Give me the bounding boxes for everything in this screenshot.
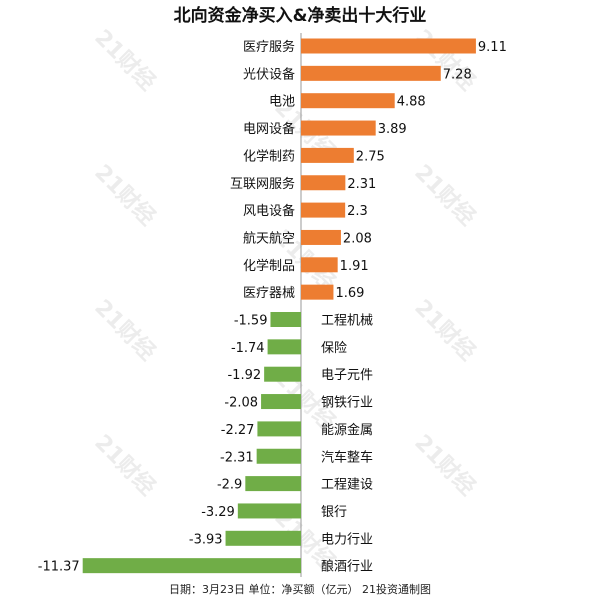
value-label: -1.74 xyxy=(231,341,265,356)
category-label: 医疗器械 xyxy=(243,286,295,301)
value-label: -11.37 xyxy=(38,560,80,575)
bar xyxy=(245,476,301,492)
value-label: 2.3 xyxy=(347,204,368,219)
category-label: 能源金属 xyxy=(321,422,373,438)
watermark-text: 21财经 xyxy=(409,159,480,230)
value-label: -1.92 xyxy=(227,368,261,383)
category-label: 工程建设 xyxy=(321,478,373,493)
category-label: 化学制品 xyxy=(243,258,295,274)
value-label: 9.11 xyxy=(478,40,507,55)
category-label: 钢铁行业 xyxy=(321,396,373,411)
value-label: 7.28 xyxy=(443,67,472,82)
bar xyxy=(301,202,346,218)
bar xyxy=(270,312,301,327)
bar xyxy=(301,175,346,191)
bar xyxy=(256,448,301,464)
value-label: -2.9 xyxy=(217,478,242,493)
category-label: 化学制药 xyxy=(243,148,295,164)
bar xyxy=(301,284,334,300)
bar xyxy=(301,229,341,245)
value-label: -1.59 xyxy=(234,314,268,329)
category-label: 医疗服务 xyxy=(243,39,295,55)
chart-title: 北向资金净买入&净卖出十大行业 xyxy=(174,5,427,26)
watermark-text: 21财经 xyxy=(89,294,160,365)
bar xyxy=(301,65,441,81)
value-label: 2.31 xyxy=(347,177,376,192)
watermark-text: 21财经 xyxy=(89,159,160,230)
category-label: 汽车整车 xyxy=(321,449,373,465)
bar xyxy=(301,120,376,136)
bar xyxy=(225,530,301,546)
bars: 医疗服务 9.11 光伏设备 7.28 电池 4.88 电网设备 3.89 化学制药 2.75 互联… xyxy=(38,38,507,575)
watermark-text: 21财经 xyxy=(89,24,160,95)
watermark-text: 21财经 xyxy=(409,294,480,365)
category-label: 航天航空 xyxy=(243,230,295,246)
value-label: 4.88 xyxy=(397,95,426,110)
category-label: 光伏设备 xyxy=(243,66,295,82)
bar xyxy=(257,421,301,437)
value-label: -3.29 xyxy=(201,505,235,520)
bar xyxy=(301,38,476,54)
bar xyxy=(301,147,354,163)
bar xyxy=(261,394,301,410)
category-label: 互联网服务 xyxy=(230,176,295,192)
category-label: 银行 xyxy=(321,505,347,520)
watermark-text: 21财经 xyxy=(409,429,480,500)
bar xyxy=(301,93,395,109)
watermark-text: 21财经 xyxy=(409,24,480,95)
value-label: 1.91 xyxy=(340,259,369,274)
category-label: 电子元件 xyxy=(321,368,373,383)
category-label: 电池 xyxy=(269,95,295,110)
category-label: 电力行业 xyxy=(321,532,373,547)
value-label: -2.31 xyxy=(220,450,254,465)
category-label: 工程机械 xyxy=(321,314,373,329)
value-label: 1.69 xyxy=(335,286,364,301)
value-label: 2.75 xyxy=(356,149,385,164)
watermark-text: 21财经 xyxy=(89,429,160,500)
value-label: 3.89 xyxy=(378,122,407,137)
bar xyxy=(82,558,301,574)
value-label: 2.08 xyxy=(343,231,372,246)
bar xyxy=(237,503,301,519)
bar xyxy=(301,257,338,273)
bar xyxy=(264,366,301,382)
category-label: 电网设备 xyxy=(243,121,295,137)
footnote: 日期：3月23日 单位：净买额（亿元） 21投资通制图 xyxy=(169,582,431,596)
category-label: 风电设备 xyxy=(243,203,295,219)
value-label: -3.93 xyxy=(189,532,223,547)
bar xyxy=(267,339,301,355)
value-label: -2.08 xyxy=(224,396,258,411)
category-label: 保险 xyxy=(321,341,347,356)
value-label: -2.27 xyxy=(221,423,255,438)
category-label: 酿酒行业 xyxy=(321,559,373,575)
